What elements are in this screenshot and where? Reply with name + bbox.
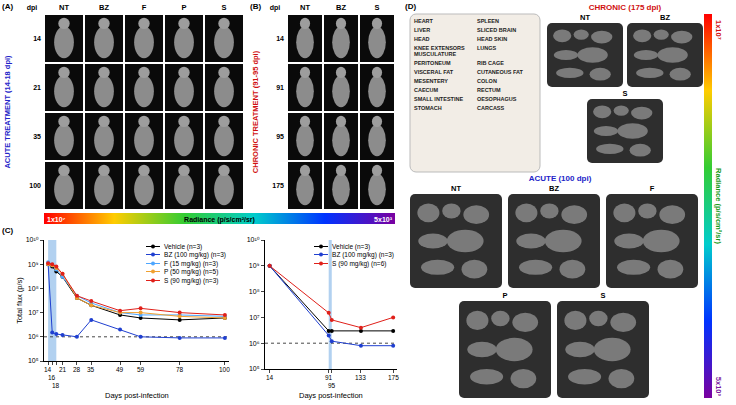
svg-text:59: 59 [137,366,145,373]
svg-text:S: S [622,89,627,98]
svg-text:35: 35 [87,366,95,373]
svg-text:BZ: BZ [549,184,559,193]
svg-text:1x10⁷: 1x10⁷ [714,20,723,40]
html-text:RECTUM: RECTUM [477,87,501,94]
html-text:SLICED BRAIN: SLICED BRAIN [477,27,517,33]
svg-text:10⁷: 10⁷ [249,314,260,321]
html-text:BZ (100 mg/kg) (n=3): BZ (100 mg/kg) (n=3) [332,251,394,259]
html-text:Vehicle (n=3): Vehicle (n=3) [332,242,371,250]
svg-text:P: P [181,3,186,12]
svg-text:BZ: BZ [99,3,109,12]
svg-text:95: 95 [276,133,284,140]
html-text:SPLEEN: SPLEEN [477,18,499,24]
svg-text:Total flux (p/s): Total flux (p/s) [15,277,24,324]
html-text:S (90 mg/kg) (n=6): S (90 mg/kg) (n=6) [332,259,387,267]
svg-text:78: 78 [176,366,184,373]
svg-text:133: 133 [355,374,366,381]
svg-text:(A): (A) [2,2,13,11]
svg-text:ACUTE TREATMENT (14-18 dpi): ACUTE TREATMENT (14-18 dpi) [3,55,12,169]
svg-text:10⁵: 10⁵ [28,357,39,364]
html-text:OESOPHAGUS: OESOPHAGUS [477,96,517,103]
html-text:HEART: HEART [414,18,433,24]
svg-text:175: 175 [388,374,399,381]
svg-text:Radiance (p/s/cm²/sr): Radiance (p/s/cm²/sr) [714,168,723,244]
svg-text:91: 91 [325,374,333,381]
svg-text:10⁸: 10⁸ [28,285,39,292]
svg-text:100: 100 [29,182,41,189]
svg-text:S: S [374,3,379,12]
html-text:HEAD: HEAD [414,36,430,43]
html-text:KNEE EXTENSORS MUSCULATURE: KNEE EXTENSORS MUSCULATURE [414,45,465,58]
html-text:SMALL INTESTINE: SMALL INTESTINE [414,96,464,103]
html-text:Vehicle (n=3): Vehicle (n=3) [164,242,203,250]
svg-text:10⁶: 10⁶ [28,333,39,340]
svg-text:14: 14 [276,35,284,42]
svg-text:5x10³: 5x10³ [374,216,393,223]
svg-text:10⁷: 10⁷ [28,309,39,316]
html-text:CARCASS: CARCASS [477,105,505,112]
svg-text:91: 91 [276,84,284,91]
html-text:MESENTERY: MESENTERY [414,78,448,85]
html-text:BZ (100 mg/kg) (n=3): BZ (100 mg/kg) (n=3) [164,251,226,259]
svg-text:dpi: dpi [27,4,38,12]
svg-text:Days post-infection: Days post-infection [299,391,363,400]
svg-text:CHRONIC TREATMENT (91-95 dpi): CHRONIC TREATMENT (91-95 dpi) [251,50,260,173]
svg-text:NT: NT [580,13,590,22]
svg-text:5x10³: 5x10³ [714,377,723,397]
html-text:COLON: COLON [477,78,497,85]
svg-text:21: 21 [59,366,67,373]
svg-text:Radiance (p/s/cm²/sr): Radiance (p/s/cm²/sr) [184,216,255,224]
svg-text:P: P [502,291,507,300]
svg-text:28: 28 [73,366,81,373]
svg-text:F: F [142,3,147,12]
svg-text:10¹⁰: 10¹⁰ [247,236,260,243]
svg-text:NT: NT [300,3,310,12]
svg-text:95: 95 [328,382,336,389]
html-text:VISCERAL FAT: VISCERAL FAT [414,69,454,76]
svg-text:1x10⁷: 1x10⁷ [47,216,66,223]
svg-text:35: 35 [33,133,41,140]
svg-text:10⁹: 10⁹ [28,261,39,268]
html-text:RIB CAGE: RIB CAGE [477,60,504,67]
svg-text:14: 14 [44,366,52,373]
svg-text:49: 49 [116,366,124,373]
svg-text:dpi: dpi [270,4,281,12]
svg-text:BZ: BZ [660,13,670,22]
svg-text:21: 21 [33,84,41,91]
html-text:STOMACH: STOMACH [414,105,442,112]
html-text:LUNGS: LUNGS [477,45,497,52]
svg-text:(D): (D) [405,2,416,11]
svg-text:CHRONIC (175 dpi): CHRONIC (175 dpi) [589,3,662,12]
svg-text:16: 16 [48,374,56,381]
html-text:(C): (C) [2,226,14,235]
svg-text:10⁶: 10⁶ [249,340,260,347]
svg-text:175: 175 [272,182,284,189]
svg-text:S: S [221,3,226,12]
svg-text:100: 100 [219,366,230,373]
svg-text:10¹⁰: 10¹⁰ [26,236,39,243]
svg-text:10⁹: 10⁹ [249,262,260,269]
html-text:F (15 mg/kg) (n=3): F (15 mg/kg) (n=3) [164,259,219,267]
svg-text:ACUTE (100 dpi): ACUTE (100 dpi) [529,174,592,183]
svg-text:10⁸: 10⁸ [249,288,260,295]
html-text:P (50 mg/kg) (n=5): P (50 mg/kg) (n=5) [164,268,219,276]
svg-text:10⁵: 10⁵ [249,365,260,372]
svg-text:BZ: BZ [336,3,346,12]
html-text:LIVER: LIVER [414,27,431,33]
svg-text:S: S [600,291,605,300]
html-text:CAECUM: CAECUM [414,87,439,94]
svg-text:NT: NT [59,3,69,12]
html-text:HEAD SKIN: HEAD SKIN [477,36,508,43]
svg-text:F: F [650,184,655,193]
html-text:S (90 mg/kg) (n=3): S (90 mg/kg) (n=3) [164,276,219,284]
svg-text:14: 14 [266,374,274,381]
svg-text:14: 14 [33,35,41,42]
svg-text:NT: NT [451,184,461,193]
svg-text:(B): (B) [250,2,261,11]
html-text:PERITONEUM: PERITONEUM [414,60,451,67]
svg-text:18: 18 [52,382,60,389]
html-text:CUTANEOUS FAT: CUTANEOUS FAT [477,69,523,76]
svg-text:Days post-infection: Days post-infection [105,391,169,400]
